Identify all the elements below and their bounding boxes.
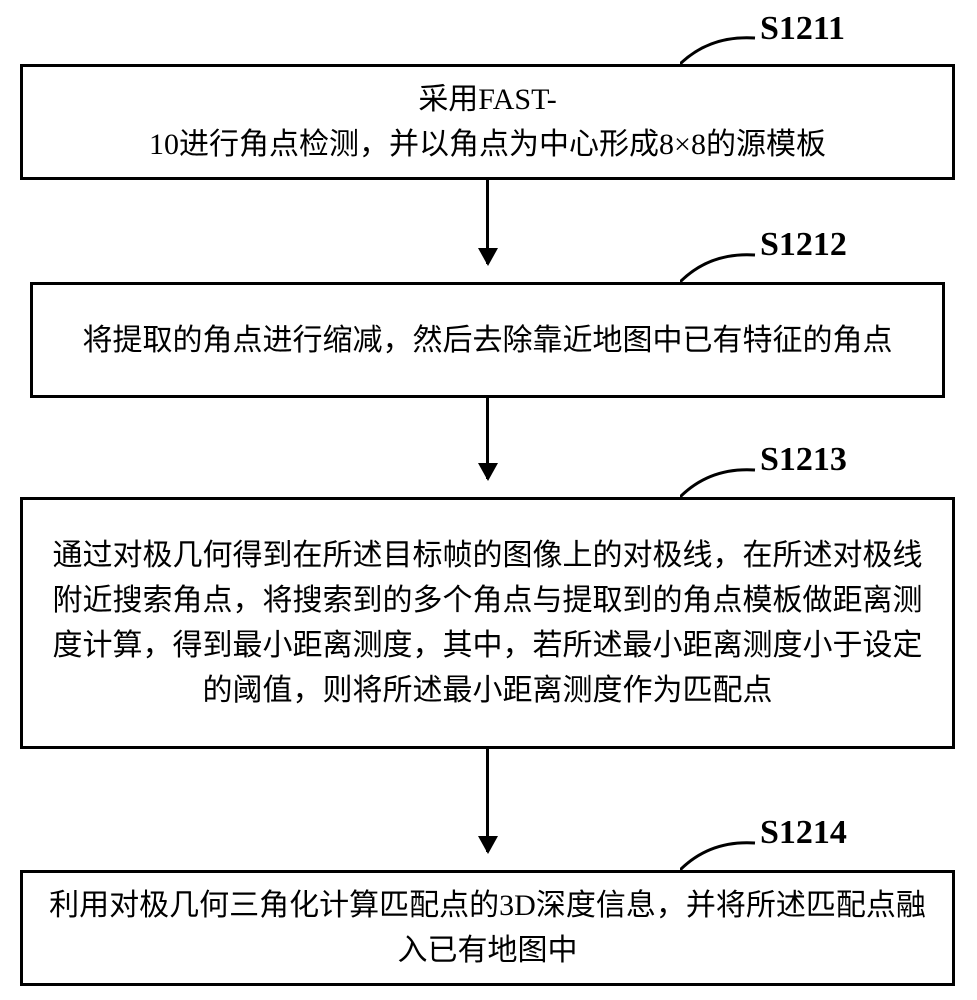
node-s1213: 通过对极几何得到在所述目标帧的图像上的对极线，在所述对极线附近搜索角点，将搜索到… [20, 497, 955, 749]
node-text-s1211: 采用FAST- 10进行角点检测，并以角点为中心形成8×8的源模板 [43, 77, 932, 167]
arrow-1-2 [486, 180, 489, 264]
label-s1212: S1212 [760, 226, 847, 264]
node-s1212: 将提取的角点进行缩减，然后去除靠近地图中已有特征的角点 [30, 282, 945, 398]
node-s1211: 采用FAST- 10进行角点检测，并以角点为中心形成8×8的源模板 [20, 64, 955, 180]
node-text-s1213: 通过对极几何得到在所述目标帧的图像上的对极线，在所述对极线附近搜索角点，将搜索到… [43, 533, 932, 713]
node-text-s1214: 利用对极几何三角化计算匹配点的3D深度信息，并将所述匹配点融入已有地图中 [43, 883, 932, 973]
callout-s1212 [680, 247, 760, 287]
callout-s1214 [680, 835, 760, 875]
node-text-s1212: 将提取的角点进行缩减，然后去除靠近地图中已有特征的角点 [53, 318, 922, 363]
label-s1213: S1213 [760, 441, 847, 479]
arrow-3-4 [486, 749, 489, 852]
label-s1211: S1211 [760, 10, 845, 48]
arrow-2-3 [486, 398, 489, 479]
flowchart-container: S1211 采用FAST- 10进行角点检测，并以角点为中心形成8×8的源模板 … [0, 0, 977, 1000]
label-s1214: S1214 [760, 814, 847, 852]
callout-s1213 [680, 462, 760, 502]
node-s1214: 利用对极几何三角化计算匹配点的3D深度信息，并将所述匹配点融入已有地图中 [20, 870, 955, 986]
